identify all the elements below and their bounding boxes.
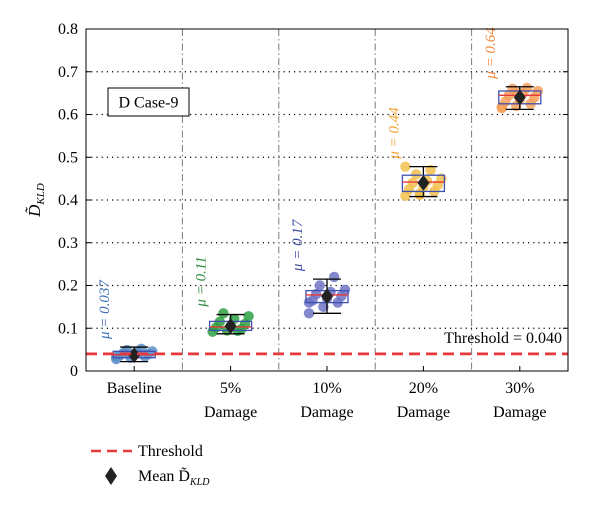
data-point: [411, 169, 422, 180]
data-point: [425, 164, 436, 176]
mean-marker: [417, 174, 430, 191]
y-tick-label: 0: [70, 363, 78, 380]
y-axis-title: D̃KLD: [25, 183, 47, 218]
y-tick-label: 0.6: [58, 107, 78, 124]
data-point: [329, 271, 340, 283]
data-point: [243, 311, 254, 322]
x-tick-label-line2: Damage: [300, 404, 353, 421]
mu-label: μ = 0.17: [290, 218, 306, 272]
data-point: [414, 189, 425, 201]
y-tick-label: 0.2: [58, 278, 78, 295]
threshold-annotation: Threshold = 0.040: [444, 330, 562, 347]
legend: Threshold Mean D̃KLD: [91, 443, 210, 488]
case-label-box: D Case-9: [107, 87, 190, 117]
case-label: D Case-9: [119, 95, 179, 112]
x-tick-label: Baseline: [107, 380, 162, 397]
x-tick-label: 30%: [505, 380, 534, 397]
data-point: [218, 308, 229, 319]
data-point: [303, 308, 315, 319]
plot-frame: [85, 28, 569, 372]
y-tick-label: 0.8: [58, 21, 78, 38]
y-tick-label: 0.4: [58, 192, 78, 209]
mu-label: μ = 0.64: [483, 27, 499, 80]
legend-mean-label: Mean D̃KLD: [138, 467, 210, 488]
legend-mean-swatch: [105, 467, 117, 485]
x-tick-label-line2: Damage: [493, 404, 546, 421]
mean-marker: [224, 318, 237, 335]
grid-lines: [86, 29, 568, 371]
data-point: [318, 301, 329, 313]
y-tick-label: 0.3: [58, 235, 78, 252]
y-tick-label: 0.1: [58, 320, 78, 337]
x-tick-label-line2: Damage: [397, 404, 450, 421]
mu-label: μ = 0.11: [194, 256, 210, 307]
mu-label: μ = 0.037: [97, 279, 113, 340]
x-tick-label: 20%: [409, 380, 438, 397]
mu-label: μ = 0.44: [386, 107, 402, 160]
y-axis: 0 0.1 0.2 0.3 0.4 0.5 0.6 0.7 0.8: [58, 21, 568, 380]
y-tick-label: 0.7: [58, 64, 78, 81]
data-point: [407, 177, 418, 189]
legend-threshold-label: Threshold: [138, 443, 203, 460]
mean-marker: [128, 347, 141, 364]
x-tick-label: 5%: [220, 380, 241, 397]
box-plots: [112, 86, 542, 364]
y-tick-label: 0.5: [58, 149, 78, 166]
x-tick-label: 10%: [312, 380, 341, 397]
mu-labels: μ = 0.037 μ = 0.11 μ = 0.17 μ = 0.44 μ = 0.6…: [97, 27, 499, 340]
mean-marker: [321, 288, 333, 305]
data-point: [400, 161, 411, 172]
x-tick-label-line2: Damage: [204, 404, 257, 421]
mean-marker: [513, 89, 526, 106]
x-axis-labels: Baseline 5% Damage 10% Damage 20% Damage 30% Dam…: [107, 380, 547, 421]
data-points: [111, 82, 543, 365]
data-point: [314, 280, 325, 291]
data-point: [311, 288, 322, 300]
